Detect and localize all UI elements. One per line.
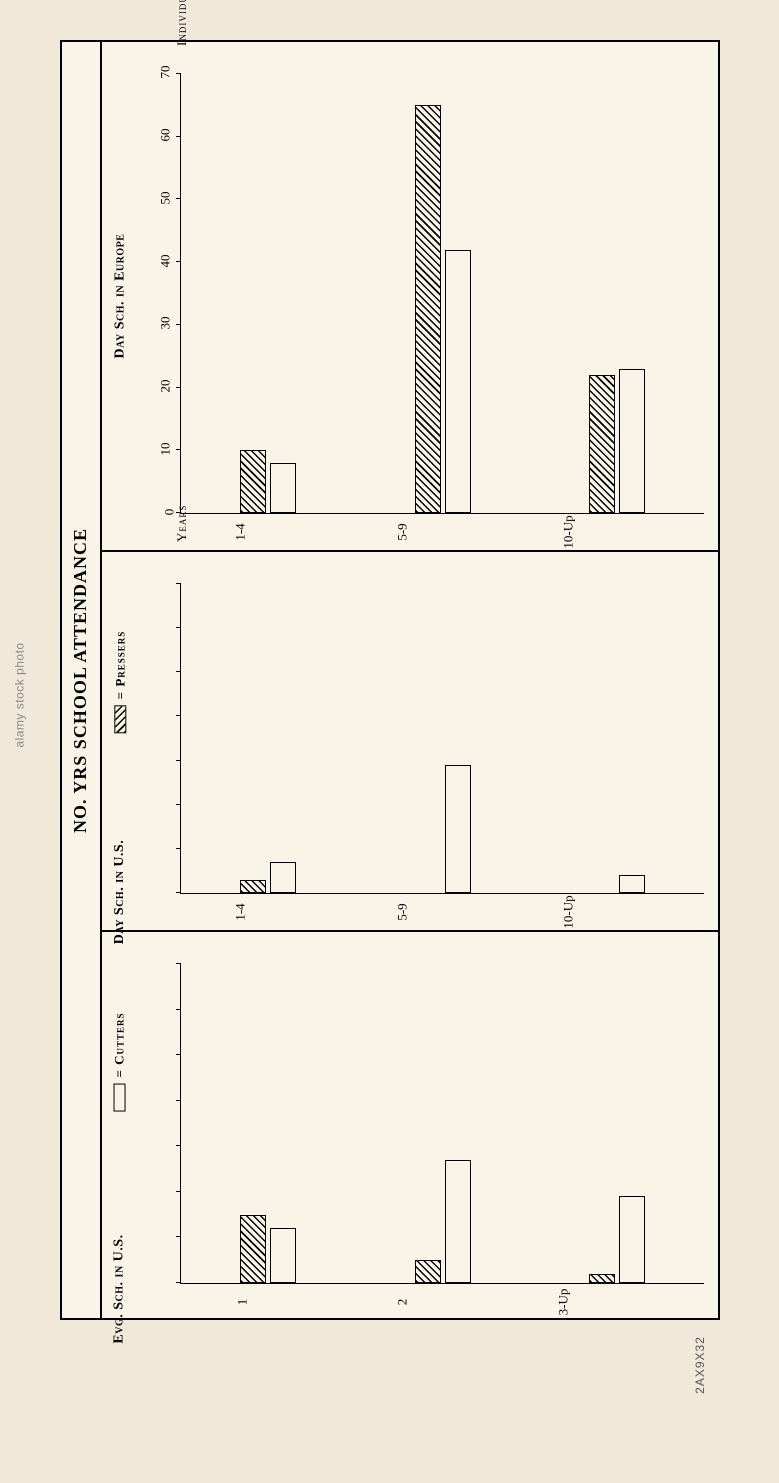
y-tick [176,1145,181,1146]
bar-cutters [270,862,296,893]
x-label: 1-4 [233,523,249,540]
plot-evg-us [180,964,704,1284]
panel-evg-us: Evg. Sch. in U.S. = Cutters 1 2 3-Up [102,932,718,1320]
chart-panels: Day Sch. in Europe Individuals Years 0 1… [102,42,718,1318]
y-tick [176,198,181,199]
x-label: 10-Up [561,895,577,928]
legend-pressers-inner: = Pressers [112,631,128,734]
x-label: 10-Up [561,515,577,548]
bar-pressers [589,1274,615,1283]
chart-title: NO. YRS SCHOOL ATTENDANCE [71,527,92,832]
y-tick-label: 30 [158,317,174,330]
bar-cutters [445,250,471,513]
bar-pressers [240,450,266,513]
legend-pressers-label: = Pressers [112,631,128,700]
x-label: 2 [394,1299,410,1306]
legend-cutters-label: = Cutters [112,1012,128,1077]
panel-europe-header-text: Day Sch. in Europe [112,234,128,359]
panel-europe-header: Day Sch. in Europe [102,42,138,550]
bar-cutters [445,1160,471,1283]
y-tick [176,760,181,761]
y-tick [176,627,181,628]
legend-cutters-inner: = Cutters [112,1012,128,1111]
y-tick [176,583,181,584]
y-tick-label: 20 [158,380,174,393]
y-tick [176,1282,181,1283]
y-tick [176,261,181,262]
chart-area-evg-us: 1 2 3-Up [144,936,714,1316]
bar-cutters [270,1228,296,1283]
bar-pressers [240,1215,266,1283]
watermark-image-id: 2AX9X32 [693,1336,707,1394]
bar-cutters [619,1196,645,1283]
y-tick [176,136,181,137]
plot-day-us [180,584,704,894]
y-tick-label: 50 [158,191,174,204]
legend-cutters-swatch [114,1084,126,1112]
legend-pressers-swatch [114,705,126,733]
y-axis-europe: 0 10 20 30 40 50 60 70 [144,74,180,514]
y-tick [176,73,181,74]
chart-container: NO. YRS SCHOOL ATTENDANCE Day Sch. in Eu… [60,40,720,1320]
x-label: 1-4 [233,903,249,920]
y-tick [176,512,181,513]
chart-area-europe: Individuals Years 0 10 20 30 40 50 60 70… [144,46,714,546]
plot-europe [180,74,704,514]
y-tick-label: 40 [158,254,174,267]
bar-cutters [619,369,645,513]
y-tick [176,1009,181,1010]
bar-pressers [589,375,615,513]
bar-cutters [619,875,645,893]
y-tick-label: 60 [158,128,174,141]
y-tick [176,892,181,893]
y-tick [176,324,181,325]
y-tick [176,848,181,849]
panel-day-us-header-text: Day Sch. in U.S. [112,840,128,944]
y-tick [176,449,181,450]
legend-cutters: = Cutters [102,992,138,1132]
legend-pressers: = Pressers [102,612,138,752]
y-tick [176,1191,181,1192]
bar-cutters [445,765,471,893]
y-tick [176,1054,181,1055]
y-tick [176,387,181,388]
y-tick-label: 0 [161,509,177,516]
y-tick-label: 10 [158,443,174,456]
watermark-left-text: alamy stock photo [13,642,27,747]
x-label: 5-9 [395,903,411,920]
panel-day-us: Day Sch. in U.S. = Pressers 1-4 5-9 10-U… [102,552,718,932]
y-axis-title-individuals: Individuals [174,0,190,46]
y-tick [176,1100,181,1101]
chart-area-day-us: 1-4 5-9 10-Up [144,556,714,926]
bar-pressers [415,105,441,513]
panel-evg-us-header: Evg. Sch. in U.S. [102,1095,138,1483]
y-tick [176,1236,181,1237]
y-tick [176,715,181,716]
x-label: 5-9 [395,523,411,540]
bar-pressers [240,880,266,893]
y-tick-label: 70 [158,66,174,79]
panel-evg-us-header-text: Evg. Sch. in U.S. [112,1234,128,1343]
y-tick [176,963,181,964]
x-label: 1 [234,1299,250,1306]
y-tick [176,671,181,672]
panel-europe: Day Sch. in Europe Individuals Years 0 1… [102,42,718,552]
bar-cutters [270,463,296,513]
x-label: 3-Up [555,1289,571,1316]
chart-title-band: NO. YRS SCHOOL ATTENDANCE [62,42,102,1318]
bar-pressers [415,1260,441,1283]
watermark-left: alamy stock photo [8,0,32,1390]
y-tick [176,804,181,805]
